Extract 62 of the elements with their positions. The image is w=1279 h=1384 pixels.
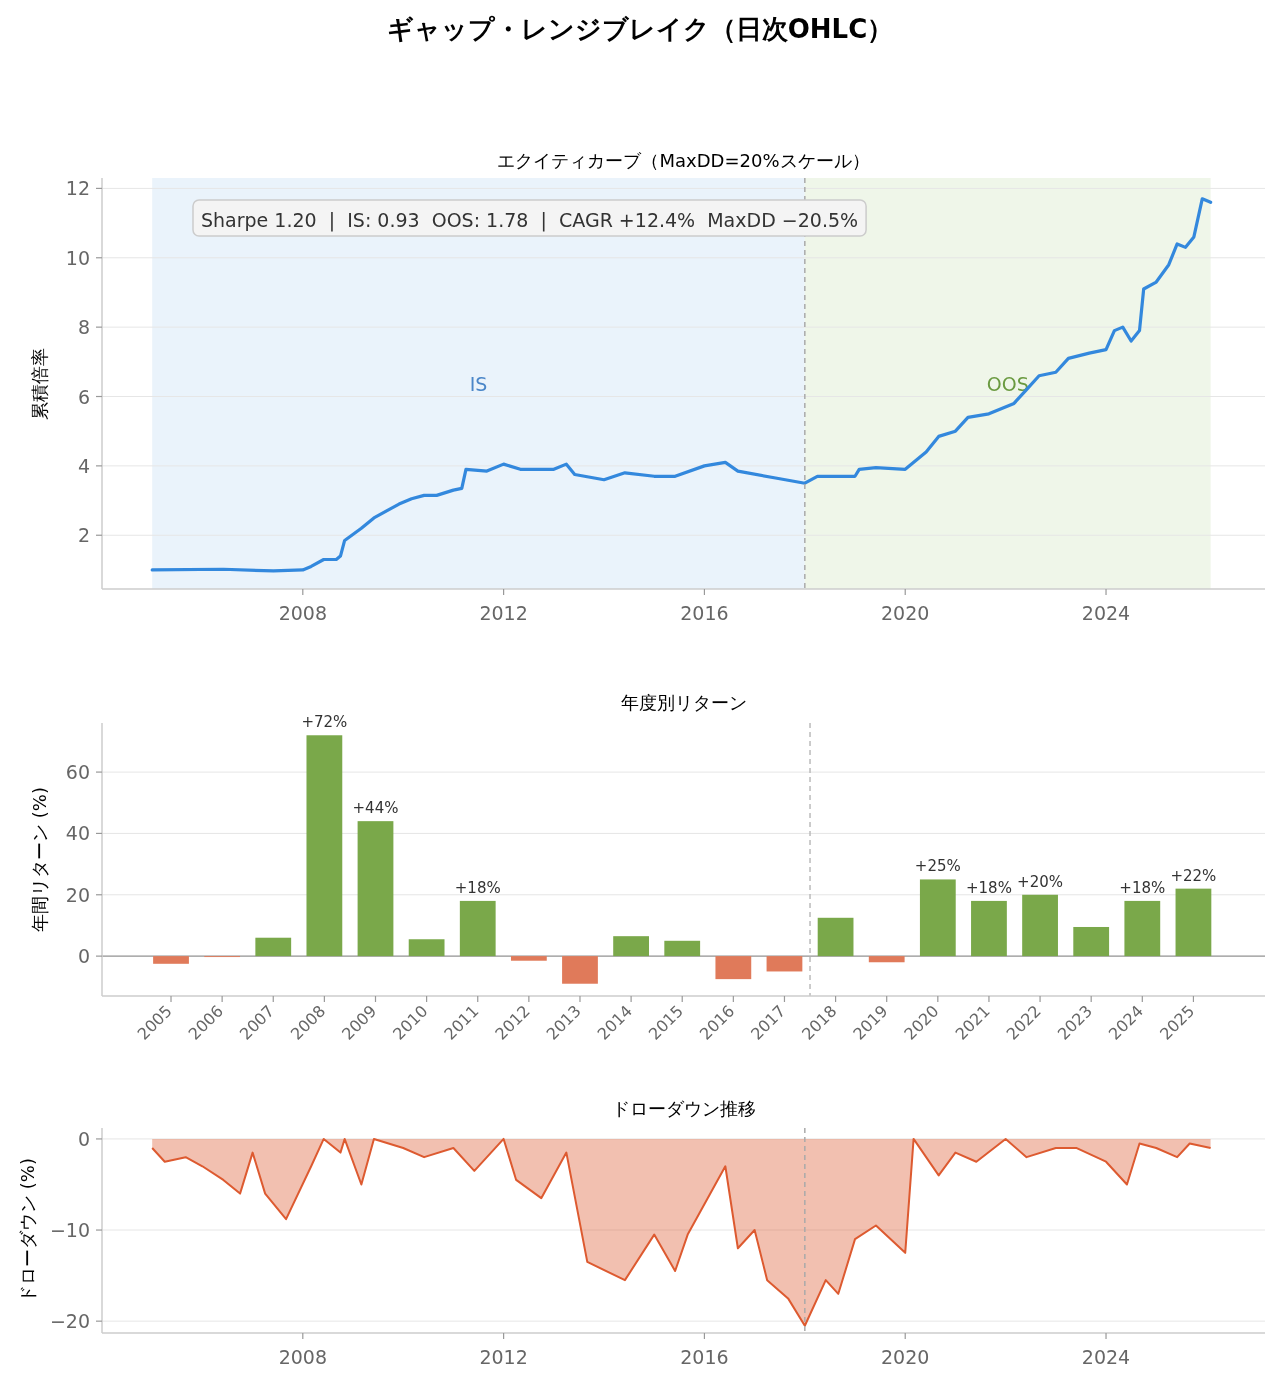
x-tick-label: 2020 (881, 1346, 930, 1368)
bar (357, 821, 394, 957)
data-label: +25% (914, 857, 961, 876)
x-tick-label: 2024 (1081, 1346, 1131, 1368)
y-tick-label: 8 (77, 316, 90, 339)
band-label: OOS (986, 372, 1029, 395)
chart-title: ギャップ・レンジブレイク（日次OHLC） (386, 14, 894, 44)
line-series (150, 197, 1213, 573)
x-tick-label: 2024 (1081, 602, 1131, 624)
bar (562, 956, 598, 984)
bar (971, 900, 1007, 957)
x-tick-label: 2008 (278, 602, 327, 624)
y-tick-label: −20 (49, 1310, 90, 1333)
y-tick-label: 60 (65, 761, 90, 784)
data-label: +18% (1119, 878, 1166, 897)
annotation: Sharpe 1.20 | IS: 0.93 OOS: 1.78 | CAGR +12.4% MaxDD −20.5% (201, 209, 859, 232)
data-label: +18% (454, 878, 501, 897)
bar (1124, 900, 1161, 957)
band-label: IS (469, 372, 488, 395)
bar (817, 917, 854, 957)
bar (919, 879, 956, 957)
y-tick-label: 12 (65, 177, 90, 200)
data-label: +72% (301, 713, 348, 732)
bar (1175, 888, 1212, 957)
bar (1022, 894, 1058, 957)
data-label: +22% (1170, 866, 1217, 885)
bar (459, 900, 496, 957)
x-tick-label: 2008 (278, 1346, 327, 1368)
bar (510, 956, 547, 961)
y-tick-label: 0 (77, 1127, 90, 1150)
bar (408, 939, 445, 957)
x-tick-label: 2020 (881, 602, 930, 624)
bar (613, 936, 649, 957)
chart-title: ドローダウン推移 (611, 1098, 756, 1119)
y-tick-label: 20 (65, 883, 90, 906)
x-tick-label: 2016 (680, 1346, 729, 1368)
chart-subtitle: エクイティカーブ（MaxDD=20%スケール） (497, 150, 870, 171)
y-tick-label: 6 (77, 385, 90, 408)
bar (664, 940, 701, 957)
y-tick-label: −10 (49, 1219, 90, 1242)
y-tick-label: 0 (77, 945, 90, 968)
y-axis-title: 累積倍率 (29, 347, 50, 420)
bar (306, 735, 343, 957)
bar (715, 956, 752, 980)
y-tick-label: 40 (65, 822, 90, 845)
bar (766, 956, 803, 972)
y-axis-title: 年間リターン (%) (29, 787, 50, 932)
bar (153, 956, 189, 964)
y-tick-label: 10 (65, 246, 90, 269)
x-tick-label: 2012 (479, 602, 528, 624)
x-tick-label: 2012 (479, 1346, 528, 1368)
bar (868, 956, 905, 963)
bar (1073, 926, 1110, 957)
bar (255, 937, 292, 957)
data-label: +44% (352, 799, 399, 818)
y-axis-title: ドローダウン (%) (17, 1158, 38, 1303)
y-tick-label: 4 (77, 454, 90, 477)
chart-title: 年度別リターン (620, 692, 747, 713)
x-tick-label: 2016 (680, 602, 729, 624)
data-label: +20% (1017, 872, 1064, 891)
y-tick-label: 2 (77, 524, 90, 547)
data-label: +18% (965, 878, 1012, 897)
